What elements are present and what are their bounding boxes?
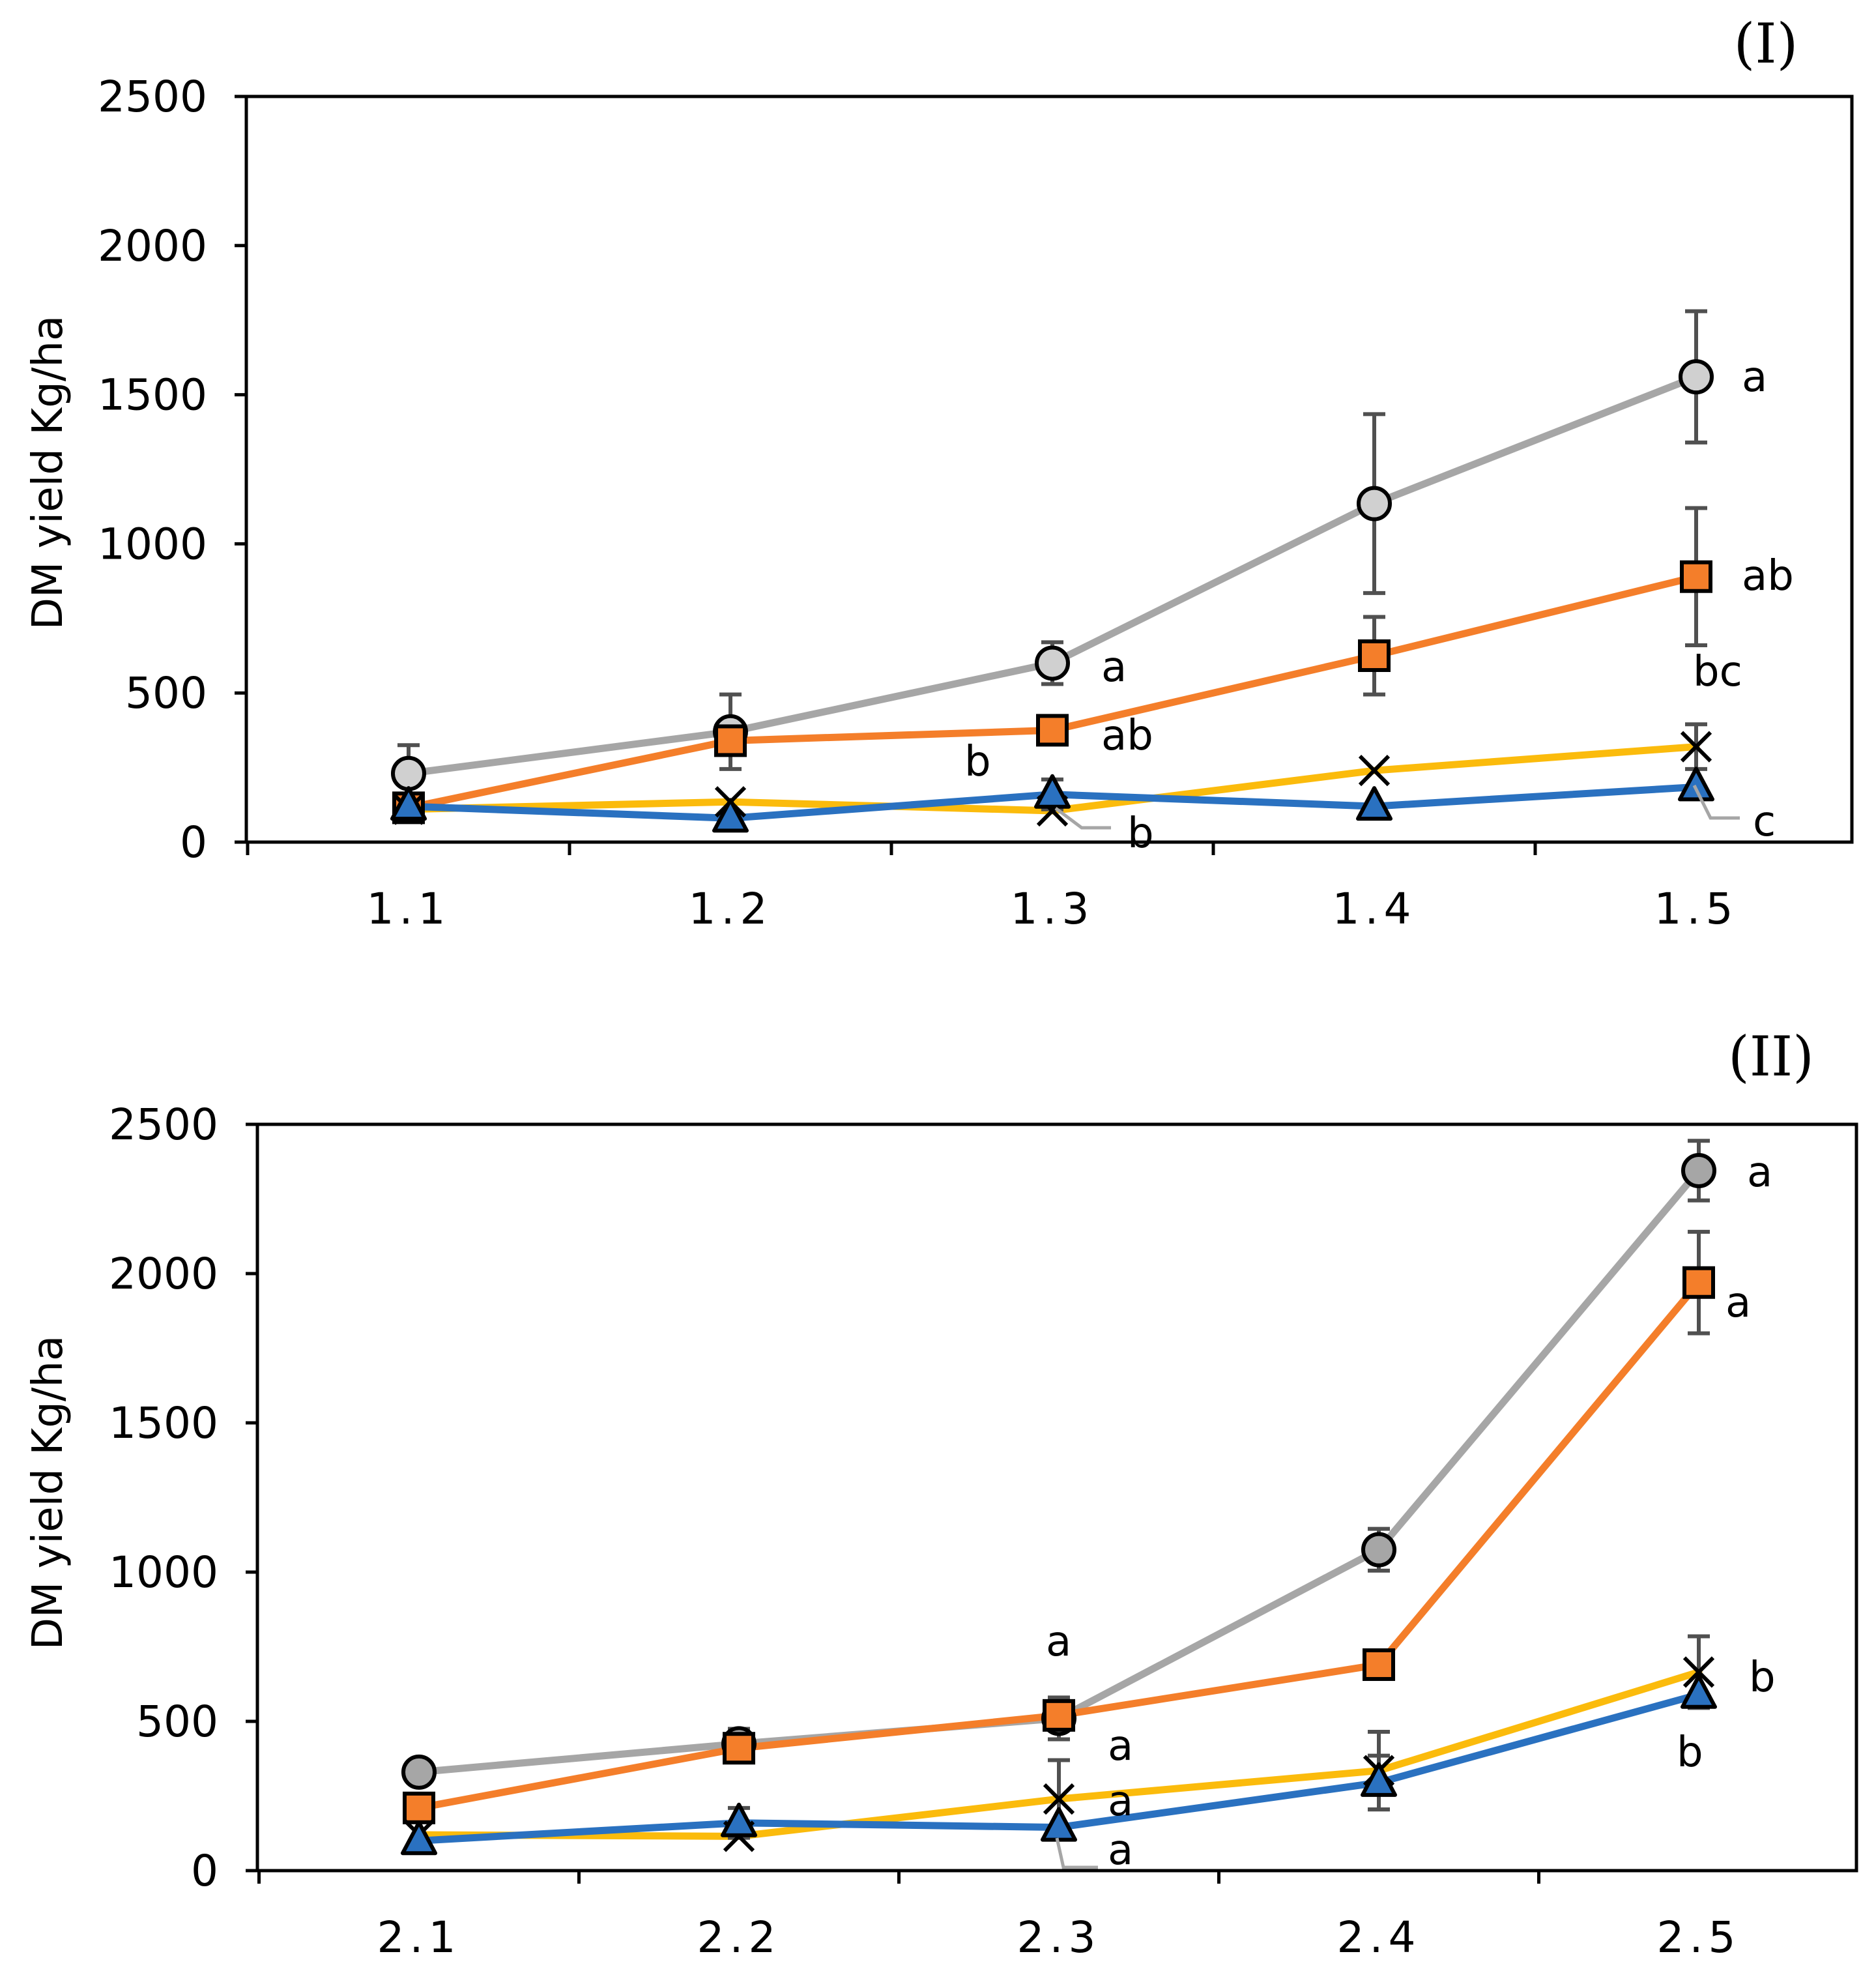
data-point-yellow-cross — [1682, 1656, 1715, 1688]
y-tick-label: 0 — [180, 817, 207, 868]
significance-letter: b — [964, 738, 991, 786]
significance-letter: a — [1108, 1826, 1133, 1875]
leader-line — [1692, 784, 1740, 820]
x-tick-label: 1.2 — [689, 884, 773, 934]
y-tick-label: 1000 — [109, 1547, 218, 1598]
data-point-blue-triangle — [712, 798, 749, 833]
x-tick-label: 1.1 — [367, 884, 451, 934]
x-tick-label: 2.2 — [697, 1912, 781, 1963]
data-point-orange-square — [1036, 714, 1069, 747]
significance-letter: a — [1747, 1148, 1772, 1197]
y-tick-label: 2500 — [109, 1100, 218, 1150]
y-tick-label: 1000 — [98, 519, 207, 569]
y-tick-label: 1500 — [109, 1398, 218, 1448]
data-point-blue-triangle — [1356, 786, 1393, 821]
data-point-grey-circle — [1681, 1152, 1716, 1188]
plot-frame — [244, 95, 1854, 844]
panel-label: (II) — [1728, 1025, 1814, 1088]
y-tick-label: 1500 — [98, 370, 207, 420]
x-marker-stroke — [1043, 1783, 1075, 1815]
significance-letters: a ab bc c a ab b b — [964, 353, 1794, 858]
data-point-grey-circle — [1679, 359, 1714, 395]
axes: 0 500 1000 1500 2000 2500 1.1 1.2 1.3 1.4 1.5 — [98, 72, 1854, 934]
axes: 0 500 1000 1500 2000 2500 2.1 2.2 2.3 2.4 2.5 — [109, 1100, 1858, 1963]
chart-panel-1: (I) DM yield Kg/ha 0 500 1000 1500 2000 2500 1… — [24, 12, 1854, 934]
significance-letter: a — [1046, 1618, 1071, 1666]
data-point-yellow-cross — [1043, 1783, 1075, 1815]
x-tick-label: 2.1 — [377, 1912, 461, 1963]
series-layer — [390, 309, 1714, 833]
data-point-orange-square — [1043, 1699, 1075, 1732]
significance-letter: ab — [1742, 552, 1794, 600]
x-tick-label: 2.3 — [1017, 1912, 1101, 1963]
y-tick-label: 2000 — [98, 221, 207, 271]
x-tick-label: 1.4 — [1333, 884, 1417, 934]
series-layer — [401, 1139, 1717, 1856]
y-tick-label: 2500 — [98, 72, 207, 122]
x-tick-label: 1.3 — [1011, 884, 1095, 934]
data-point-orange-square — [403, 1791, 435, 1824]
x-marker-stroke — [1680, 731, 1712, 763]
significance-letter: ab — [1101, 712, 1153, 760]
significance-letter: a — [1101, 643, 1127, 692]
panel-label: (I) — [1734, 12, 1798, 76]
data-point-orange-square — [714, 724, 747, 757]
y-tick-label: 500 — [136, 1697, 218, 1747]
data-point-yellow-cross — [1358, 755, 1391, 787]
significance-letter: a — [1108, 1777, 1133, 1826]
significance-letter: b — [1749, 1654, 1776, 1702]
y-axis-label: DM yield Kg/ha — [24, 315, 72, 630]
data-point-blue-triangle — [1034, 774, 1071, 809]
data-point-grey-circle — [391, 755, 426, 791]
significance-letter: a — [1725, 1279, 1751, 1327]
plot-frame — [255, 1122, 1858, 1873]
x-marker-stroke — [1358, 755, 1391, 787]
data-point-orange-square — [1682, 1266, 1715, 1299]
data-point-grey-circle — [1361, 1532, 1396, 1568]
leader-line — [1054, 807, 1111, 830]
data-point-blue-triangle — [401, 1820, 437, 1856]
x-marker-stroke — [1682, 1656, 1715, 1688]
data-point-orange-square — [1680, 560, 1712, 593]
significance-letter: b — [1127, 810, 1154, 858]
chart-panel-2: (II) DM yield Kg/ha 0 500 1000 1500 2000 2500… — [24, 1025, 1858, 1963]
data-point-orange-square — [1363, 1648, 1395, 1681]
significance-letter: b — [1677, 1729, 1703, 1777]
data-point-orange-square — [723, 1732, 755, 1765]
data-point-blue-triangle — [1681, 1674, 1717, 1709]
data-point-grey-circle — [1035, 645, 1070, 681]
y-tick-label: 2000 — [109, 1249, 218, 1299]
significance-letter: a — [1108, 1722, 1133, 1770]
data-point-grey-circle — [401, 1754, 437, 1790]
y-tick-label: 0 — [191, 1846, 218, 1896]
y-tick-label: 500 — [125, 668, 207, 718]
data-point-orange-square — [1358, 639, 1391, 672]
y-axis-label: DM yield Kg/ha — [24, 1336, 72, 1650]
data-point-blue-triangle — [1678, 766, 1714, 802]
x-tick-label: 1.5 — [1654, 884, 1739, 934]
significance-letter: c — [1753, 798, 1776, 846]
data-point-grey-circle — [1357, 486, 1392, 521]
significance-letters: a a a a a a b b — [1046, 1148, 1776, 1875]
significance-letter: bc — [1693, 648, 1742, 696]
leader-line — [1055, 1837, 1098, 1869]
x-tick-label: 2.4 — [1337, 1912, 1421, 1963]
x-tick-label: 2.5 — [1657, 1912, 1741, 1963]
significance-letter: a — [1742, 353, 1767, 402]
data-point-blue-triangle — [1361, 1762, 1397, 1797]
data-point-blue-triangle — [721, 1802, 757, 1837]
data-point-yellow-cross — [1680, 731, 1712, 763]
data-point-blue-triangle — [390, 786, 427, 821]
